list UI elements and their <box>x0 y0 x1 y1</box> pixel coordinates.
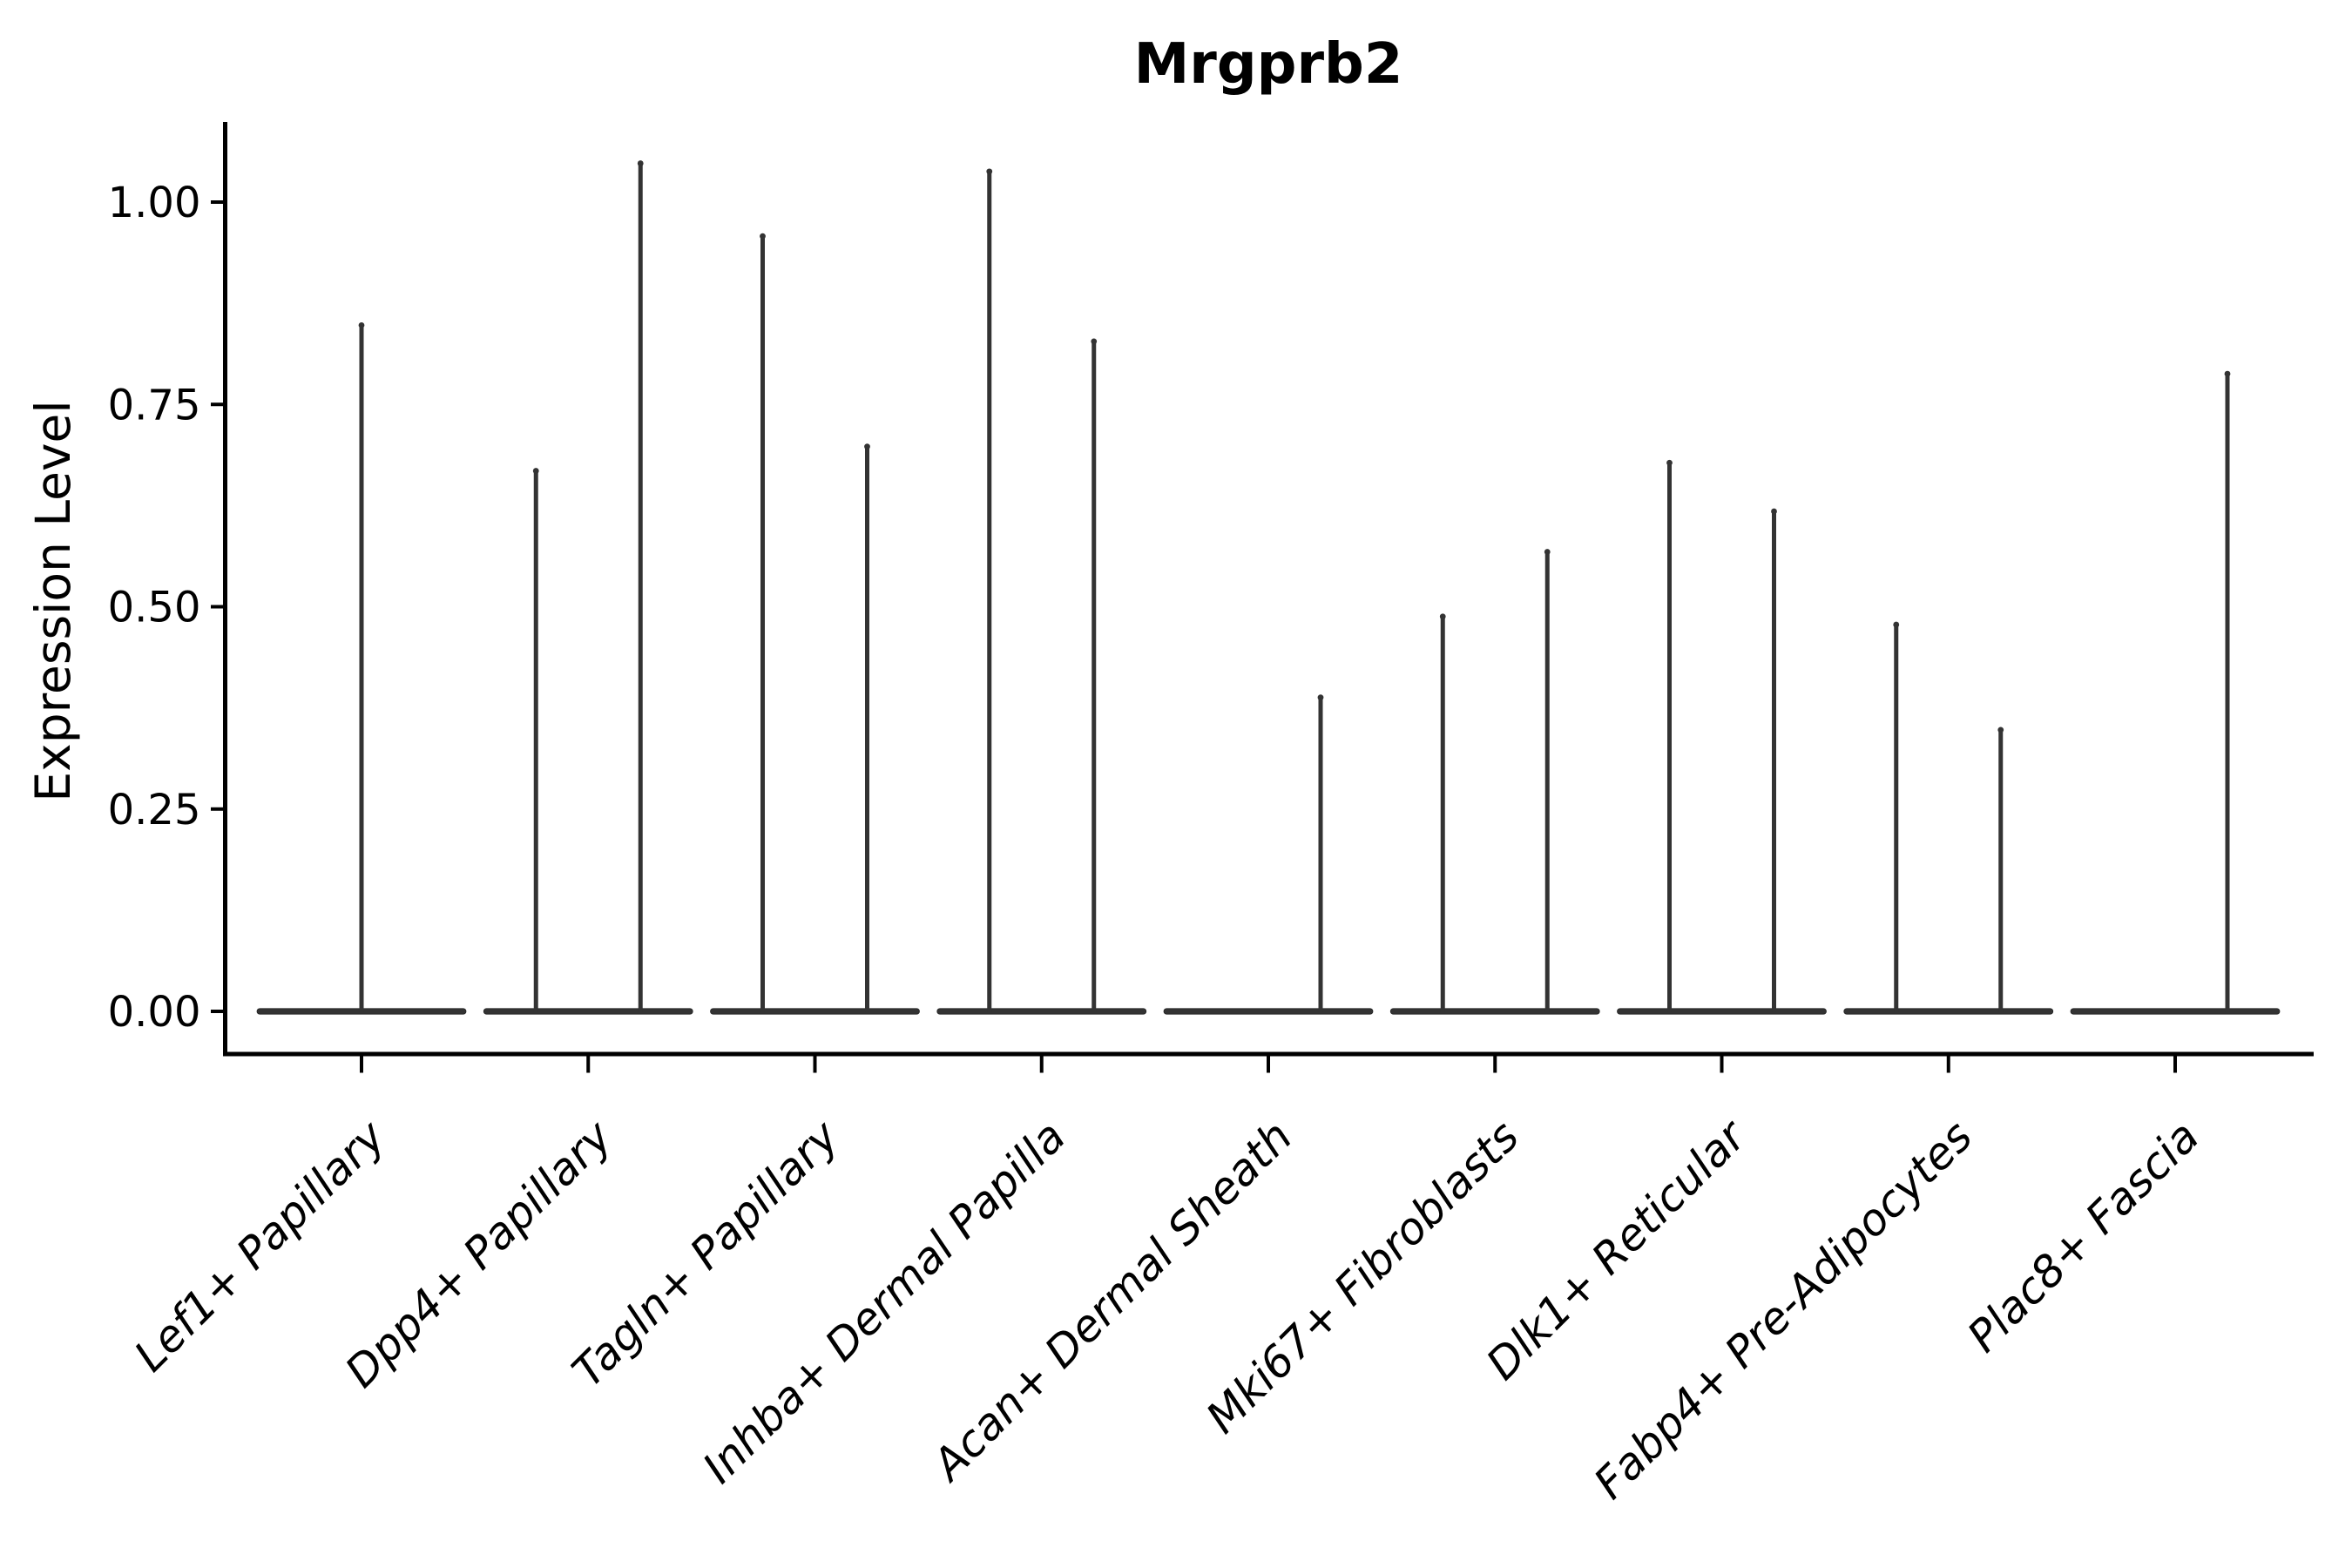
violin <box>483 160 693 1015</box>
violin-spike-tip <box>358 321 365 328</box>
violin-spike-tip <box>1544 549 1551 555</box>
violin-spike-tip <box>2224 370 2231 377</box>
y-tick-label: 0.50 <box>108 584 201 632</box>
violin-spike-tip <box>864 443 870 450</box>
violin <box>710 233 920 1015</box>
violin-spike-tip <box>1771 508 1777 515</box>
violin <box>936 168 1147 1015</box>
y-tick-label: 0.00 <box>108 988 201 1037</box>
violin-spike-tip <box>1439 613 1446 620</box>
violin-spike-tip <box>637 160 644 166</box>
violin-base <box>2070 1008 2281 1015</box>
violin-spike-tip <box>986 168 993 175</box>
violin <box>1163 694 1374 1015</box>
violin-spike-tip <box>1997 727 2004 733</box>
y-tick-label: 1.00 <box>108 179 201 227</box>
violin-spike-tip <box>1893 621 1900 628</box>
x-tick-label: Acan+ Dermal Sheath <box>922 1111 1302 1491</box>
y-tick-label: 0.75 <box>108 381 201 429</box>
violin <box>256 321 467 1015</box>
violins-layer <box>256 160 2281 1015</box>
violin-base <box>936 1008 1147 1015</box>
violin-spike-tip <box>1091 338 1098 345</box>
violin-base <box>1617 1008 1827 1015</box>
violin <box>1843 621 2054 1015</box>
violin-base <box>1389 1008 1600 1015</box>
violin-spike-tip <box>532 468 539 474</box>
violin-spike-tip <box>760 233 766 240</box>
y-axis-label: Expression Level <box>25 400 81 801</box>
violin <box>1389 549 1600 1015</box>
x-tick-label: Plac8+ Fascia <box>1958 1111 2209 1362</box>
y-tick-label: 0.25 <box>108 786 201 835</box>
violin <box>1617 459 1827 1015</box>
violin-base <box>1163 1008 1374 1015</box>
violin-base <box>483 1008 693 1015</box>
violin-spike-tip <box>1666 459 1673 466</box>
x-tick-label: Inhba+ Dermal Papilla <box>693 1111 1075 1492</box>
violin <box>2070 370 2281 1015</box>
violin-base <box>1843 1008 2054 1015</box>
violin-base <box>710 1008 920 1015</box>
chart-title: Mrgprb2 <box>1134 32 1403 97</box>
x-tick-label: Fabp4+ Pre-Adipocytes <box>1585 1111 1983 1509</box>
violin-spike-tip <box>1317 694 1324 701</box>
